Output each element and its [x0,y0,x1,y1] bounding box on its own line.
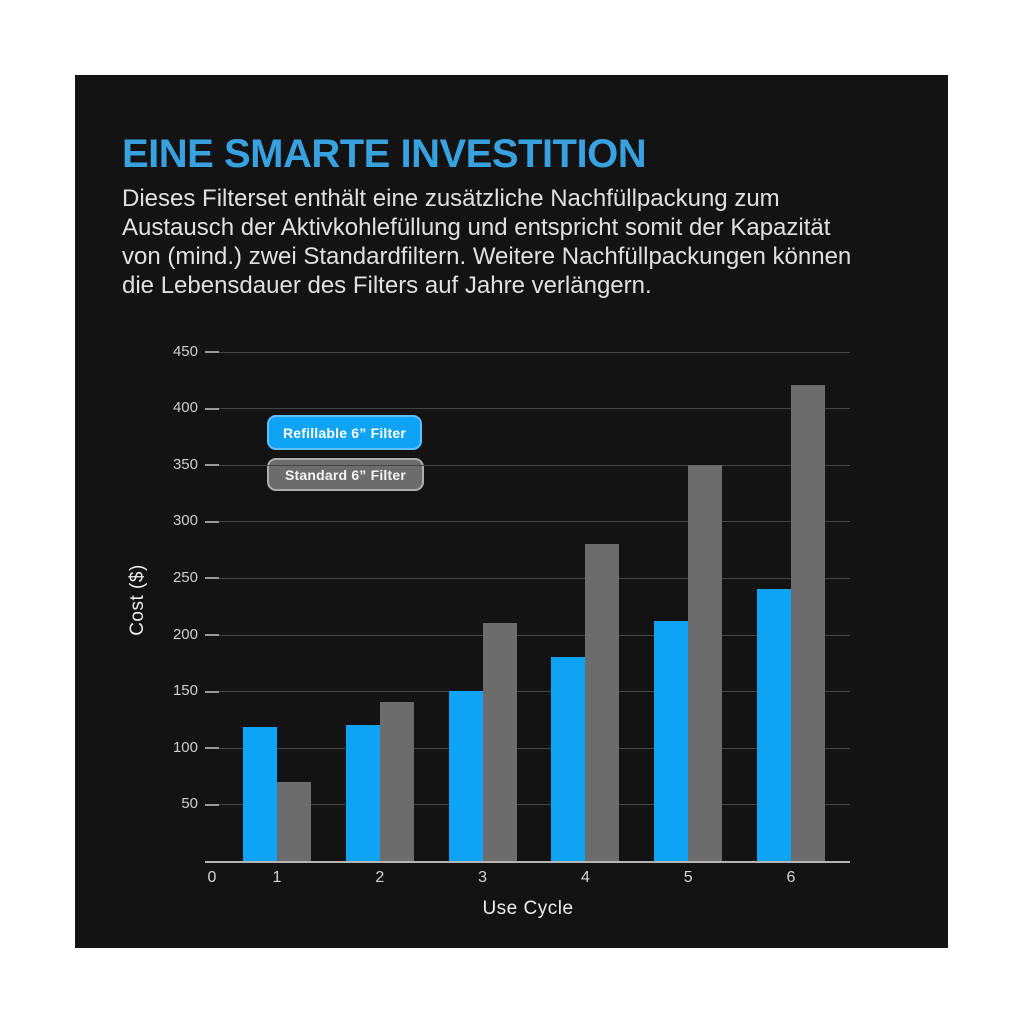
gridline-450 [208,351,850,353]
bar-refillable-cycle-6 [757,589,791,861]
y-tick-200 [205,634,219,637]
y-tick-250 [205,577,219,580]
y-tick-350 [205,464,219,467]
bar-standard-cycle-4 [585,543,620,861]
gridline-250 [208,577,850,579]
x-tick-label-1: 1 [272,869,282,886]
intro-line-1: Dieses Filterset enthält eine zusätzlich… [122,185,780,212]
gridline-50 [208,804,850,806]
x-tick-label-5: 5 [683,869,693,886]
y-tick-label-400: 400 [172,399,198,417]
intro-line-2: Austausch der Aktivkohlefüllung und ents… [122,214,831,241]
y-tick-label-450: 450 [172,342,198,360]
infographic-panel: EINE SMARTE INVESTITION Dieses Filterset… [75,75,948,948]
bar-refillable-cycle-3 [448,691,483,861]
y-tick-50 [205,803,219,806]
y-tick-300 [205,520,219,523]
x-tick-label-0: 0 [207,869,217,886]
bar-standard-cycle-2 [379,702,414,861]
gridline-400 [208,408,850,410]
bar-refillable-cycle-5 [654,620,689,861]
y-tick-label-250: 250 [172,568,198,586]
y-tick-label-350: 350 [172,455,198,473]
legend-standard-label: Standard 6” Filter [284,466,407,483]
x-tick-label-6: 6 [786,869,796,886]
bar-refillable-cycle-1 [243,727,277,861]
bar-standard-cycle-5 [688,464,723,861]
page-title: EINE SMARTE INVESTITION [122,132,647,176]
x-tick-label-4: 4 [580,869,590,886]
cost-comparison-chart: Cost ($) Use Cycle Refillable 6” Filter … [75,75,948,948]
legend-refillable-label: Refillable 6” Filter [282,424,407,441]
y-tick-label-100: 100 [172,738,198,756]
bar-refillable-cycle-2 [345,725,380,861]
y-tick-400 [205,407,219,410]
bar-standard-cycle-1 [277,781,311,861]
gridline-150 [208,691,850,693]
bar-standard-cycle-3 [482,623,517,861]
y-tick-450 [205,351,219,353]
y-tick-100 [205,747,219,750]
gridline-300 [208,521,850,523]
y-tick-150 [205,690,219,693]
intro-paragraph: Dieses Filterset enthält eine zusätzlich… [122,184,851,300]
x-axis-title: Use Cycle [482,898,574,919]
x-axis-line [205,861,850,863]
gridline-200 [208,634,850,636]
bar-standard-cycle-6 [791,385,825,861]
x-tick-label-2: 2 [375,869,385,886]
legend-refillable-pill: Refillable 6” Filter [267,415,422,450]
intro-line-4: die Lebensdauer des Filters auf Jahre ve… [122,272,652,299]
x-tick-label-3: 3 [478,869,488,886]
y-tick-label-300: 300 [172,512,198,530]
bar-refillable-cycle-4 [551,657,586,861]
gridline-100 [208,747,850,749]
intro-line-3: von (mind.) zwei Standardfiltern. Weiter… [122,243,852,270]
y-tick-label-150: 150 [172,682,198,700]
y-tick-label-50: 50 [181,795,198,813]
legend-standard-pill: Standard 6” Filter [267,458,424,491]
y-tick-label-200: 200 [172,625,198,643]
gridline-350 [208,464,850,466]
